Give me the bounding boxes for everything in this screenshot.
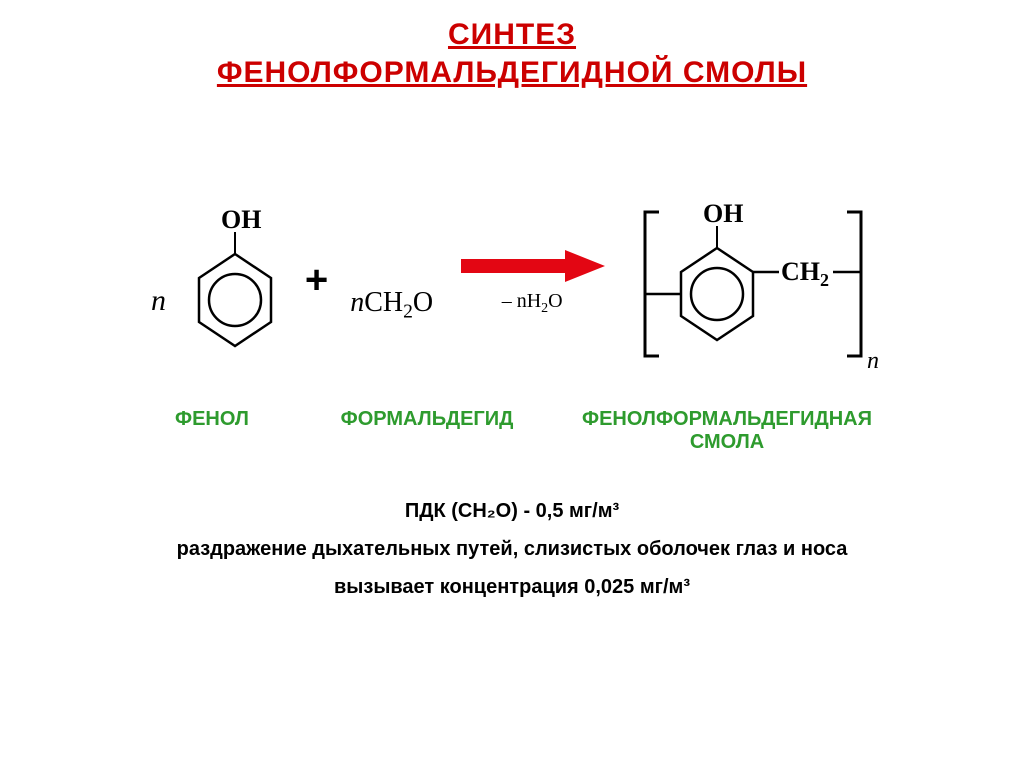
label-phenol: ФЕНОЛ xyxy=(117,408,307,454)
reagent-labels: ФЕНОЛ ФОРМАЛЬДЕГИД ФЕНОЛФОРМАЛЬДЕГИДНАЯ … xyxy=(0,408,1024,454)
svg-text:n: n xyxy=(151,284,166,317)
footer-line3: вызывает концентрация 0,025 мг/м³ xyxy=(0,568,1024,606)
svg-text:CH2: CH2 xyxy=(781,257,829,290)
svg-text:OH: OH xyxy=(703,200,743,228)
byproduct-label: – nH2O xyxy=(502,290,563,317)
resin-structure: n OH CH2 xyxy=(631,200,881,370)
product-resin: n OH CH2 xyxy=(631,200,881,370)
label-product: ФЕНОЛФОРМАЛЬДЕГИДНАЯ СМОЛА xyxy=(547,408,907,454)
plus-sign: + xyxy=(305,258,328,303)
footer-line2: раздражение дыхательных путей, слизистых… xyxy=(0,530,1024,568)
formaldehyde-formula: nCH2O xyxy=(350,287,433,324)
title-line-1: СИНТЕЗ xyxy=(0,18,1024,52)
reagent-formaldehyde: nCH2O xyxy=(350,247,433,324)
phenol-structure: OH n xyxy=(143,210,283,360)
svg-text:OH: OH xyxy=(221,210,261,234)
footer-pdk: ПДК (СН₂О) - 0,5 мг/м³ xyxy=(0,492,1024,530)
slide-title: СИНТЕЗ ФЕНОЛФОРМАЛЬДЕГИДНОЙ СМОЛЫ xyxy=(0,0,1024,90)
label-formaldehyde: ФОРМАЛЬДЕГИД xyxy=(307,408,547,454)
reagent-phenol: OH n xyxy=(143,210,283,360)
reaction-arrow-block: – nH2O xyxy=(457,246,607,317)
reaction-arrow xyxy=(457,246,607,286)
svg-text:n: n xyxy=(867,348,879,370)
footer-text: ПДК (СН₂О) - 0,5 мг/м³ раздражение дыхат… xyxy=(0,492,1024,606)
title-line-2: ФЕНОЛФОРМАЛЬДЕГИДНОЙ СМОЛЫ xyxy=(0,56,1024,90)
reaction-scheme: OH n + nCH2O – nH2O xyxy=(0,200,1024,370)
